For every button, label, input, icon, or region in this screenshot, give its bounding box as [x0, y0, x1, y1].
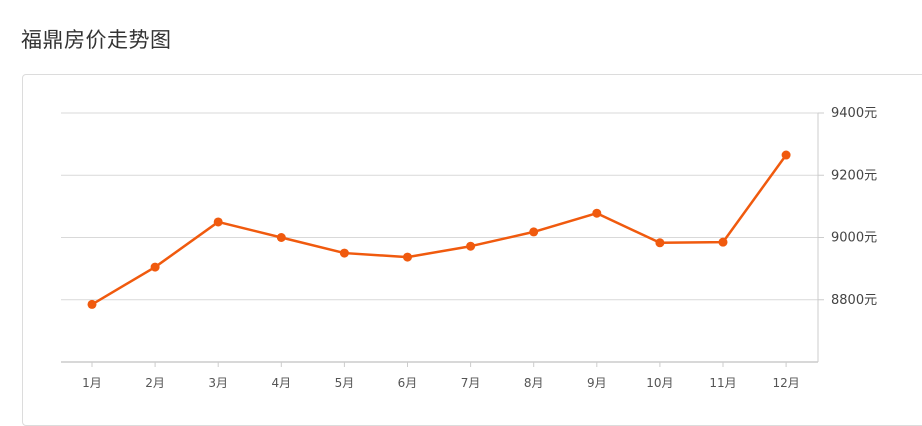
y-tick-label: 8800元 [831, 293, 877, 308]
data-point [466, 241, 476, 251]
data-point [150, 262, 160, 272]
data-point [403, 252, 412, 262]
x-tick-label: 7月 [461, 376, 481, 390]
series-line [91, 154, 788, 306]
data-point [276, 233, 286, 242]
x-tick-label: 11月 [709, 376, 736, 390]
data-point [655, 238, 665, 248]
data-point [529, 227, 539, 237]
data-point [718, 237, 728, 247]
x-tick-label: 5月 [335, 376, 355, 390]
x-tick-label: 3月 [208, 376, 228, 390]
data-point [87, 299, 97, 309]
x-tick-label: 4月 [271, 376, 291, 390]
data-point [339, 248, 349, 258]
x-tick-label: 12月 [772, 376, 799, 390]
x-tick-label: 2月 [145, 376, 165, 390]
x-tick-label: 8月 [524, 376, 544, 390]
x-tick-label: 10月 [646, 376, 673, 390]
data-point [592, 208, 602, 218]
y-tick-label: 9200元 [831, 168, 877, 183]
page-title: 福鼎房价走势图 [21, 28, 172, 52]
x-tick-label: 1月 [82, 376, 102, 390]
x-tick-label: 6月 [398, 376, 418, 390]
y-tick-label: 9400元 [831, 106, 877, 121]
y-tick-label: 9000元 [831, 231, 877, 246]
data-point [781, 150, 791, 160]
x-tick-label: 9月 [587, 376, 607, 390]
data-point [213, 217, 223, 227]
